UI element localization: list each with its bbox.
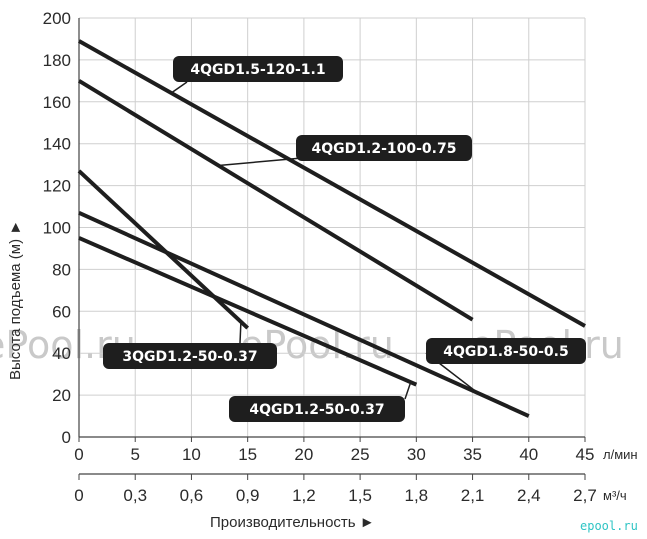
- y-tick-label: 60: [52, 302, 71, 321]
- x-tick-label: 30: [407, 445, 426, 464]
- label-leader: [218, 157, 303, 167]
- series-line: [77, 79, 474, 322]
- series-label-box: [426, 338, 586, 364]
- y-axis-label: Высота подъема (м) ►: [7, 220, 24, 380]
- label-leader: [239, 321, 242, 344]
- y-tick-label: 100: [43, 219, 71, 238]
- x-tick-label: 0: [74, 445, 83, 464]
- series-label-text: 4QGD1.2-100-0.75: [312, 141, 457, 157]
- series-lines: [77, 39, 586, 418]
- y-tick-label: 20: [52, 386, 71, 405]
- x-tick-label: 10: [182, 445, 201, 464]
- series-label-text: 4QGD1.5-120-1.1: [190, 62, 325, 78]
- series-label-box: [296, 135, 472, 161]
- y-tick-label: 0: [62, 428, 71, 447]
- x-tick-label: 35: [463, 445, 482, 464]
- x2-tick-label: 1,8: [405, 486, 429, 505]
- series-label: 4QGD1.8-50-0.5: [426, 338, 586, 364]
- series-label-text: 4QGD1.8-50-0.5: [443, 344, 568, 360]
- y-tick-label: 160: [43, 93, 71, 112]
- series-label-box: [229, 396, 405, 422]
- series-line: [78, 211, 530, 418]
- brand-logo: epool.ru: [578, 519, 642, 533]
- series-label-text: 4QGD1.2-50-0.37: [249, 402, 384, 418]
- series-label: 3QGD1.2-50-0.37: [103, 343, 277, 369]
- y-tick-label: 40: [52, 344, 71, 363]
- series-labels: 4QGD1.5-120-1.1 4QGD1.2-100-0.75 3QGD1.2-5…: [103, 56, 586, 422]
- series-label-box: [173, 56, 343, 82]
- x2-tick-label: 0: [74, 486, 83, 505]
- y-tick-label: 120: [43, 177, 71, 196]
- x-tick-labels: 0 5 10 15 20 25 30 35 40 45: [74, 445, 594, 464]
- series-line: [78, 39, 586, 328]
- y-tick-label: 140: [43, 135, 71, 154]
- x-tick-label: 5: [130, 445, 139, 464]
- series-label-text: 3QGD1.2-50-0.37: [122, 349, 257, 365]
- axes: [78, 18, 586, 442]
- x2-tick-label: 0,6: [180, 486, 204, 505]
- y-tick-labels: 0 20 40 60 80 100 120 140 160 180 200: [43, 9, 71, 447]
- label-leader: [404, 381, 412, 400]
- x2-tick-label: 2,1: [461, 486, 485, 505]
- label-leader: [170, 81, 188, 94]
- x-tick-label: 20: [294, 445, 313, 464]
- secondary-x-axis: 0 0,3 0,6 0,9 1,2 1,5 1,8 2,1 2,4 2,7: [74, 473, 597, 505]
- x-unit-primary: л/мин: [603, 447, 638, 462]
- x2-tick-label: 2,4: [517, 486, 541, 505]
- x-tick-label: 15: [238, 445, 257, 464]
- x2-tick-label: 1,2: [292, 486, 316, 505]
- series-label: 4QGD1.5-120-1.1: [173, 56, 343, 82]
- x-tick-label: 40: [519, 445, 538, 464]
- x2-tick-label: 0,9: [236, 486, 260, 505]
- series-label: 4QGD1.2-50-0.37: [229, 396, 405, 422]
- x2-tick-label: 2,7: [573, 486, 597, 505]
- y-tick-label: 80: [52, 260, 71, 279]
- x2-tick-label: 1,5: [348, 486, 372, 505]
- series-label: 4QGD1.2-100-0.75: [296, 135, 472, 161]
- series-label-box: [103, 343, 277, 369]
- x2-tick-label: 0,3: [123, 486, 147, 505]
- x-axis-label: Производительность ►: [210, 514, 375, 531]
- y-tick-label: 180: [43, 51, 71, 70]
- x-unit-secondary: м³/ч: [603, 488, 627, 503]
- x-tick-label: 45: [576, 445, 595, 464]
- brand-text: epool.ru: [580, 519, 638, 533]
- x-tick-label: 25: [351, 445, 370, 464]
- series-line: [78, 236, 418, 387]
- y-tick-label: 200: [43, 9, 71, 28]
